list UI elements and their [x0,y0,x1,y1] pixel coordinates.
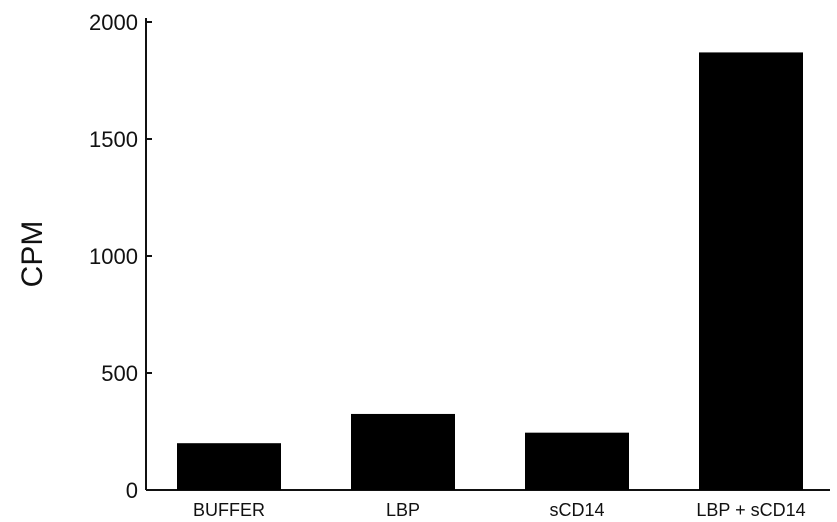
y-ticks: 0 500 1000 1500 2000 [89,10,152,503]
y-tick-label: 1500 [89,127,138,152]
category-label: LBP + sCD14 [696,500,805,520]
category-label: LBP [386,500,420,520]
y-axis-title: CPM [16,221,49,288]
bar-buffer [177,443,281,490]
bar-scd14 [525,432,629,490]
category-label: sCD14 [549,500,604,520]
y-tick-label: 1000 [89,244,138,269]
category-label: BUFFER [193,500,265,520]
y-tick-label: 0 [126,478,138,503]
bars [177,52,803,491]
bar-lbp [351,413,455,490]
bar-lbp-scd14 [699,52,803,491]
category-labels: BUFFER LBP sCD14 LBP + sCD14 [193,500,806,520]
y-tick-label: 2000 [89,10,138,35]
y-tick-label: 500 [101,361,138,386]
